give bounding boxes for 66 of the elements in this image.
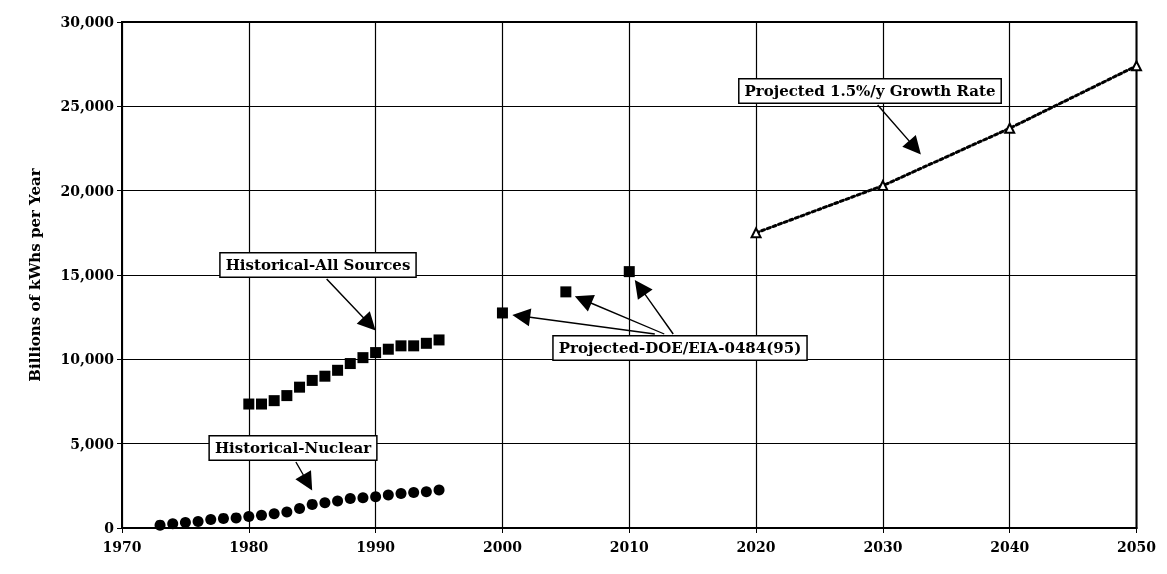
point: [256, 398, 267, 410]
x-tick-label: 2050: [1117, 539, 1157, 555]
y-tick-label: 0: [104, 520, 115, 536]
x-tick-label: 1980: [229, 539, 269, 555]
point: [344, 492, 356, 504]
point: [496, 307, 508, 319]
point: [1131, 60, 1143, 72]
y-tick-label: 5,000: [70, 435, 115, 452]
x-tick-label: 2000: [482, 539, 523, 555]
point: [750, 227, 762, 239]
point: [433, 484, 445, 496]
point: [344, 358, 356, 370]
point: [623, 266, 635, 278]
point: [154, 519, 166, 531]
point: [217, 512, 229, 524]
point: [408, 487, 420, 499]
point: [306, 498, 318, 510]
text: Historical-All Sources: [225, 256, 411, 274]
y-tick-label: 30,000: [60, 14, 115, 30]
x-tick-label: 2030: [863, 539, 903, 555]
point: [357, 352, 369, 364]
y-tick-label: 10,000: [60, 351, 115, 368]
y-tick-label: 15,000: [60, 267, 115, 283]
point: [281, 506, 293, 518]
x-tick-label: 2010: [609, 539, 649, 555]
point: [395, 340, 407, 352]
point: [319, 370, 331, 382]
point: [192, 515, 204, 527]
text: Projected-DOE/EIA-0484(95): [558, 339, 802, 357]
x-tick-label: 1970: [102, 539, 142, 555]
x-tick-label: 1990: [356, 539, 396, 555]
point: [294, 503, 306, 515]
point: [560, 286, 572, 298]
point: [1004, 122, 1016, 134]
point: [370, 491, 382, 503]
x-tick-label: 2020: [736, 539, 776, 555]
point: [268, 395, 280, 407]
point: [382, 489, 394, 501]
point: [167, 518, 179, 530]
point: [332, 364, 344, 376]
point: [319, 497, 331, 509]
point: [370, 347, 382, 359]
point: [332, 495, 344, 507]
y-tick-label: 25,000: [60, 98, 115, 115]
series-label: Projected 1.5%/y Growth Rate: [744, 82, 996, 100]
point: [205, 514, 217, 526]
point: [294, 381, 306, 393]
point: [230, 512, 242, 524]
point: [433, 334, 445, 346]
point: [281, 390, 293, 402]
point: [243, 398, 255, 410]
point: [357, 492, 369, 504]
text: Historical-Nuclear: [214, 439, 373, 457]
y-tick-label: 20,000: [60, 182, 115, 199]
point: [268, 508, 280, 520]
point: [420, 337, 432, 349]
point: [382, 343, 394, 355]
point: [420, 486, 432, 498]
point: [243, 511, 255, 523]
point: [179, 516, 191, 528]
y-axis-title: Billions of kWhs per Year: [25, 167, 44, 382]
point: [408, 340, 420, 352]
point: [306, 374, 318, 386]
point: [256, 509, 267, 521]
point: [395, 487, 407, 499]
x-tick-label: 2040: [990, 539, 1030, 555]
